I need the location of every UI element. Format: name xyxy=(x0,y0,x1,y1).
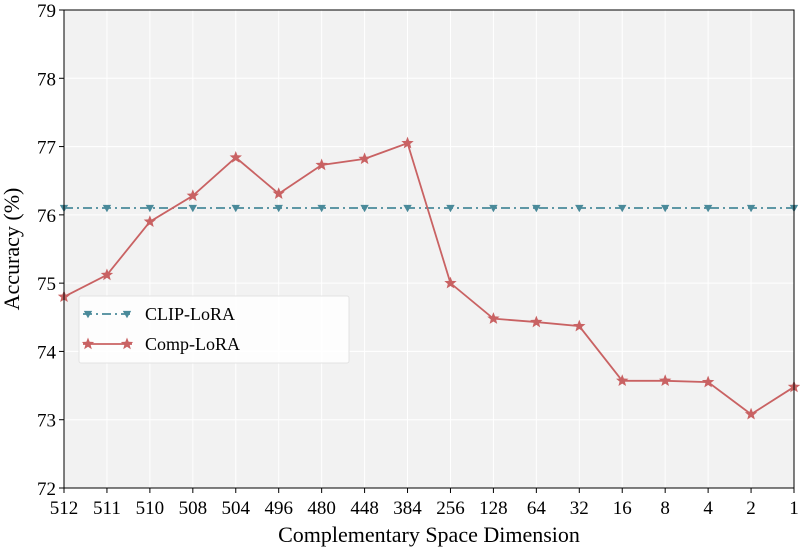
x-tick-label: 64 xyxy=(527,498,547,519)
comp-lora-line xyxy=(63,141,795,416)
clip-lora-point xyxy=(746,204,756,213)
y-tick-label: 75 xyxy=(37,274,56,295)
comp-lora-point xyxy=(229,151,242,163)
x-tick-label: 4 xyxy=(703,498,713,519)
comp-lora-point xyxy=(573,319,586,332)
comp-lora-point xyxy=(616,374,629,387)
comp-lora-point xyxy=(401,136,414,149)
x-tick-label: 128 xyxy=(479,498,508,519)
clip-lora-point xyxy=(102,204,112,213)
y-tick-label: 73 xyxy=(37,411,56,432)
comp-lora-point xyxy=(744,407,758,420)
plot-frame xyxy=(63,9,795,489)
clip-lora-point xyxy=(360,204,369,213)
x-tick-label: 8 xyxy=(660,498,670,519)
x-tick-label: 510 xyxy=(136,498,165,519)
y-tick-label: 79 xyxy=(37,1,56,22)
clip-lora-series xyxy=(59,204,799,213)
plot-background xyxy=(64,10,794,488)
clip-lora-point xyxy=(274,204,283,213)
comp-lora-point xyxy=(444,276,457,289)
x-tick-label: 448 xyxy=(350,498,379,519)
clip-lora-legend-marker xyxy=(122,310,132,319)
comp-lora-point xyxy=(272,187,285,199)
clip-lora-point xyxy=(145,204,155,213)
x-tick-label: 384 xyxy=(393,498,422,519)
comp-lora-point xyxy=(100,268,114,281)
y-axis-title: Accuracy (%) xyxy=(0,188,24,311)
clip-lora-legend-marker xyxy=(83,310,93,319)
y-tick-label: 72 xyxy=(37,479,56,500)
x-tick-label: 512 xyxy=(50,498,79,519)
legend: CLIP-LoRA Comp-LoRA xyxy=(78,295,350,364)
grid-layer xyxy=(63,9,795,489)
y-tick-label: 78 xyxy=(37,69,56,90)
clip-lora-point xyxy=(703,204,713,213)
clip-lora-point xyxy=(446,204,455,213)
x-tick-label: 256 xyxy=(436,498,465,519)
x-tick-label: 32 xyxy=(570,498,589,519)
comp-lora-point xyxy=(358,152,371,165)
y-tick-label: 77 xyxy=(37,138,56,159)
x-tick-label: 511 xyxy=(93,498,121,519)
clip-lora-point xyxy=(489,204,498,213)
y-tick-label: 76 xyxy=(37,206,56,227)
comp-lora-point xyxy=(530,315,543,328)
clip-lora-point xyxy=(575,204,584,213)
comp-lora-point xyxy=(658,374,672,387)
clip-lora-point xyxy=(403,204,412,213)
clip-lora-point xyxy=(231,204,240,213)
comp-lora-series xyxy=(57,136,800,420)
comp-lora-legend-label: Comp-LoRA xyxy=(145,334,240,354)
clip-lora-point xyxy=(660,204,670,213)
x-tick-label: 508 xyxy=(179,498,208,519)
clip-lora-point xyxy=(532,204,541,213)
y-tick-label: 74 xyxy=(37,342,57,363)
comp-lora-point xyxy=(701,375,715,388)
x-tick-label: 480 xyxy=(307,498,336,519)
clip-lora-point xyxy=(317,204,326,213)
legend-box xyxy=(78,295,350,364)
clip-lora-legend-label: CLIP-LoRA xyxy=(145,304,235,324)
comp-lora-legend-marker xyxy=(81,337,95,350)
clip-lora-point xyxy=(188,204,198,213)
comp-lora-legend-marker xyxy=(120,337,134,350)
clip-lora-point xyxy=(618,204,627,213)
comp-lora-point xyxy=(315,158,328,171)
x-tick-label: 496 xyxy=(264,498,293,519)
comp-lora-point xyxy=(186,189,200,201)
x-axis-title: Complementary Space Dimension xyxy=(278,522,580,547)
x-tick-label: 504 xyxy=(222,498,251,519)
x-tick-label: 2 xyxy=(746,498,756,519)
series-layer xyxy=(57,136,800,420)
comp-lora-point xyxy=(143,215,157,227)
comp-lora-point xyxy=(487,312,500,324)
x-tick-label: 1 xyxy=(789,498,799,519)
x-tick-label: 16 xyxy=(613,498,632,519)
ticks-layer: 72 73 74 75 76 77 78 79 512 511 510 508 504 496 480 448… xyxy=(37,1,799,519)
